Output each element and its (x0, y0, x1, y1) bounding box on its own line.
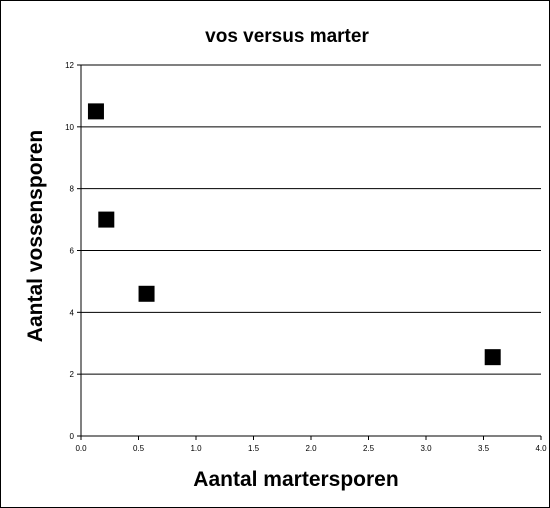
y-tick-label: 8 (70, 185, 75, 194)
data-point (138, 285, 155, 302)
y-tick-label: 6 (70, 247, 75, 256)
y-tick-label: 2 (70, 370, 75, 379)
chart-title: vos versus marter (205, 26, 369, 47)
x-tick-label: 3.0 (420, 444, 432, 453)
grid-lines (81, 64, 541, 375)
y-tick-label: 10 (65, 123, 74, 132)
data-points (87, 103, 501, 366)
y-tick-label: 4 (70, 308, 75, 317)
y-tick-label: 12 (65, 61, 74, 70)
x-tick-label: 1.5 (248, 444, 260, 453)
x-tick-label: 3.5 (478, 444, 490, 453)
y-axis-label: Aantal vossensporen (24, 130, 47, 342)
data-point (484, 349, 501, 366)
y-tick-label: 0 (70, 432, 75, 441)
axes (77, 64, 542, 440)
x-tick-label: 0.0 (75, 444, 87, 453)
x-tick-label: 1.0 (190, 444, 202, 453)
y-tick-labels: 0 2 4 6 8 10 12 (65, 61, 74, 441)
data-point (98, 211, 115, 228)
x-axis-label: Aantal martersporen (193, 468, 398, 491)
x-tick-label: 2.0 (305, 444, 317, 453)
x-tick-labels: 0.0 0.5 1.0 1.5 2.0 2.5 3.0 3.5 4.0 (75, 444, 547, 453)
x-tick-label: 2.5 (363, 444, 375, 453)
x-tick-label: 0.5 (133, 444, 145, 453)
data-point (87, 103, 104, 120)
x-tick-label: 4.0 (535, 444, 547, 453)
